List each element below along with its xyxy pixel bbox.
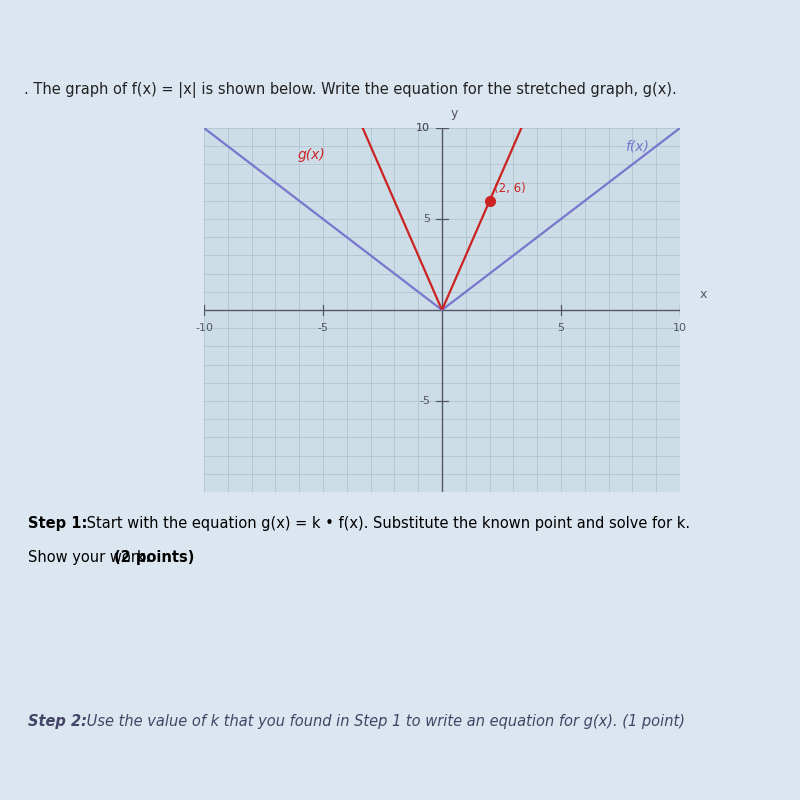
Text: 5: 5 xyxy=(558,322,565,333)
Text: Use the value of k that you found in Step 1 to write an equation for g(x). (1 po: Use the value of k that you found in Ste… xyxy=(82,714,685,729)
Text: y: y xyxy=(450,107,458,120)
Text: Step 1:: Step 1: xyxy=(28,516,87,531)
Text: Step 2:: Step 2: xyxy=(28,714,87,729)
Text: 5: 5 xyxy=(423,214,430,224)
Text: 10: 10 xyxy=(416,123,430,133)
Text: . The graph of f(x) = |x| is shown below. Write the equation for the stretched g: . The graph of f(x) = |x| is shown below… xyxy=(24,82,677,98)
Text: x: x xyxy=(700,288,707,301)
Text: Show your work.: Show your work. xyxy=(28,550,155,565)
Text: 10: 10 xyxy=(673,322,687,333)
Text: g(x): g(x) xyxy=(298,148,325,162)
Text: Start with the equation g(x) = k • f(x). Substitute the known point and solve fo: Start with the equation g(x) = k • f(x).… xyxy=(82,516,690,531)
Text: f(x): f(x) xyxy=(626,139,649,153)
Text: -10: -10 xyxy=(195,322,213,333)
Text: 10: 10 xyxy=(416,123,430,133)
Text: -5: -5 xyxy=(318,322,329,333)
Text: (2 points): (2 points) xyxy=(114,550,194,565)
Text: -5: -5 xyxy=(419,396,430,406)
Text: (2, 6): (2, 6) xyxy=(494,182,526,195)
